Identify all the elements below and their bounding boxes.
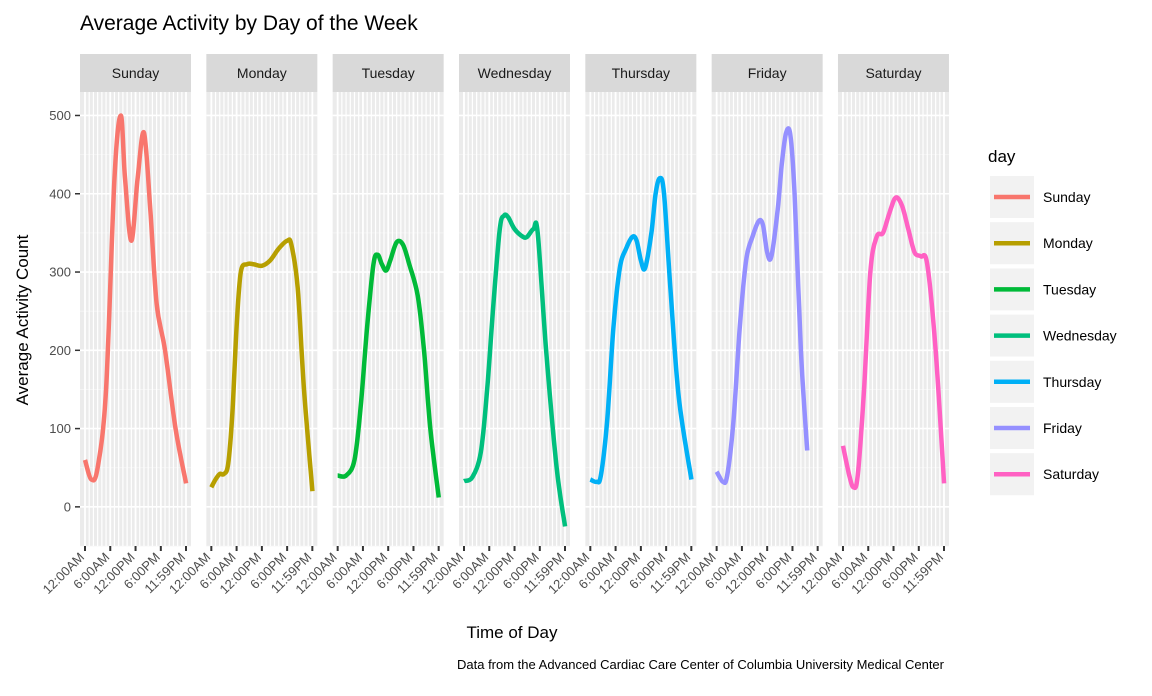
legend-item-monday: Monday xyxy=(990,222,1093,265)
y-axis: 0 100 200 300 400 500 xyxy=(49,108,80,514)
y-tick-label: 100 xyxy=(49,421,71,436)
facet-strip xyxy=(711,54,823,92)
facet-strip-label: Saturday xyxy=(865,65,921,81)
series-line-tuesday xyxy=(337,238,441,498)
legend-item-friday: Friday xyxy=(990,407,1082,449)
legend-item-wednesday: Wednesday xyxy=(990,314,1117,357)
facet-strip-label: Friday xyxy=(748,65,787,81)
facet-strip-label: Wednesday xyxy=(478,65,552,81)
facet-strip xyxy=(458,54,570,92)
series-line-thursday xyxy=(589,175,694,485)
legend-item-thursday: Thursday xyxy=(990,360,1101,403)
legend-label: Sunday xyxy=(1043,189,1090,205)
facet-strip-label: Tuesday xyxy=(362,65,415,81)
series-line-wednesday xyxy=(463,212,568,527)
x-axis-title: Time of Day xyxy=(466,623,558,642)
facet-strip-label: Sunday xyxy=(112,65,159,81)
legend-item-tuesday: Tuesday xyxy=(990,268,1096,311)
series-line-friday xyxy=(714,126,810,486)
facet-strip xyxy=(837,54,949,92)
y-tick-label: 200 xyxy=(49,343,71,358)
y-tick-label: 400 xyxy=(49,186,71,201)
facet-strip xyxy=(206,54,318,92)
y-tick-label: 0 xyxy=(64,499,71,514)
legend: day Sunday Monday Tuesday Wednesday Thursday… xyxy=(988,147,1117,496)
facet-strip-label: Thursday xyxy=(612,65,670,81)
legend-label: Monday xyxy=(1043,235,1093,251)
series-line-saturday xyxy=(840,195,947,491)
series-line-sunday xyxy=(82,113,189,484)
legend-label: Saturday xyxy=(1043,466,1099,482)
facet-strip xyxy=(332,54,444,92)
series-line-monday xyxy=(209,237,315,492)
chart-title: Average Activity by Day of the Week xyxy=(80,12,418,35)
legend-title: day xyxy=(988,147,1016,166)
legend-label: Thursday xyxy=(1043,374,1101,390)
legend-label: Tuesday xyxy=(1043,281,1096,297)
facet-strip xyxy=(585,54,697,92)
legend-label: Wednesday xyxy=(1043,328,1117,344)
y-tick-label: 300 xyxy=(49,265,71,280)
y-axis-title: Average Activity Count xyxy=(13,234,32,405)
legend-item-saturday: Saturday xyxy=(990,453,1099,496)
legend-item-sunday: Sunday xyxy=(990,176,1090,218)
legend-label: Friday xyxy=(1043,420,1082,436)
panel-thursday: Thursday12:00AM6:00AM12:00PM6:00PM11:59P… xyxy=(545,54,697,597)
y-tick-label: 500 xyxy=(49,108,71,123)
facet-strip xyxy=(80,54,191,92)
chart-caption: Data from the Advanced Cardiac Care Cent… xyxy=(457,657,945,672)
facet-strip-label: Monday xyxy=(237,65,287,81)
